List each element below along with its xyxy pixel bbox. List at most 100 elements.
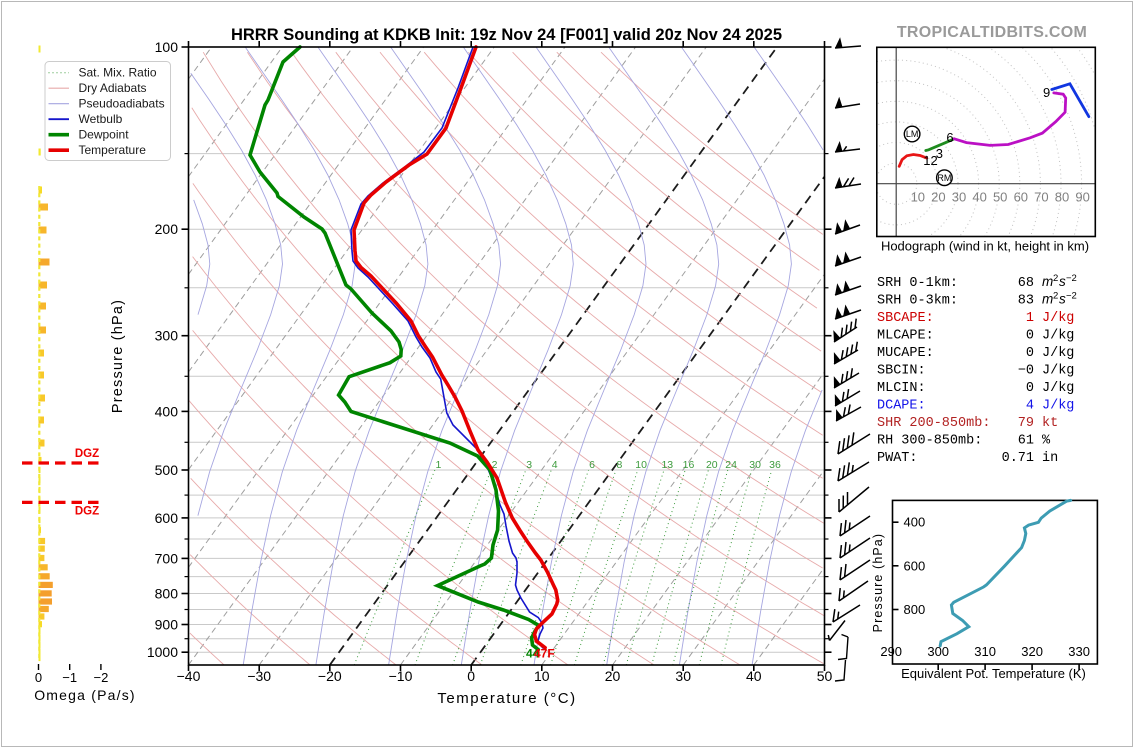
svg-text:2: 2 bbox=[492, 459, 498, 471]
svg-text:900: 900 bbox=[155, 617, 179, 633]
svg-text:61: 61 bbox=[1018, 434, 1034, 449]
svg-text:PWAT:: PWAT: bbox=[877, 451, 918, 466]
svg-text:J/kg: J/kg bbox=[1042, 399, 1074, 414]
svg-text:Wetbulb: Wetbulb bbox=[79, 112, 123, 126]
svg-text:16: 16 bbox=[683, 459, 695, 471]
svg-text:80: 80 bbox=[1055, 190, 1069, 205]
svg-text:TROPICALTIDBITS.COM: TROPICALTIDBITS.COM bbox=[897, 24, 1087, 41]
svg-text:Temperature: Temperature bbox=[79, 143, 147, 157]
svg-text:1: 1 bbox=[1026, 311, 1034, 326]
svg-text:40: 40 bbox=[746, 668, 762, 684]
svg-text:400: 400 bbox=[155, 403, 179, 419]
svg-text:−2: −2 bbox=[1066, 291, 1077, 302]
svg-text:6: 6 bbox=[589, 459, 595, 471]
svg-text:44: 44 bbox=[526, 647, 540, 661]
svg-text:m: m bbox=[1042, 274, 1053, 289]
svg-text:Dewpoint: Dewpoint bbox=[79, 128, 130, 142]
svg-text:HRRR Sounding at KDKB Init: 19: HRRR Sounding at KDKB Init: 19z Nov 24 [… bbox=[231, 26, 782, 44]
svg-text:Pressure (hPa): Pressure (hPa) bbox=[871, 533, 885, 632]
svg-text:47F: 47F bbox=[534, 647, 555, 661]
svg-text:RM: RM bbox=[937, 173, 951, 183]
svg-text:50: 50 bbox=[817, 668, 833, 684]
svg-text:8: 8 bbox=[616, 459, 622, 471]
svg-text:Sat. Mix. Ratio: Sat. Mix. Ratio bbox=[79, 66, 157, 80]
svg-text:3: 3 bbox=[936, 146, 943, 161]
svg-text:2: 2 bbox=[1053, 273, 1058, 284]
svg-text:200: 200 bbox=[155, 221, 179, 237]
svg-text:Dry Adiabats: Dry Adiabats bbox=[79, 81, 147, 95]
svg-text:700: 700 bbox=[155, 550, 179, 566]
svg-text:20: 20 bbox=[605, 668, 621, 684]
svg-text:SRH 0-3km:: SRH 0-3km: bbox=[877, 294, 958, 309]
svg-text:36: 36 bbox=[769, 459, 781, 471]
svg-text:Pressure (hPa): Pressure (hPa) bbox=[110, 299, 126, 413]
svg-text:DGZ: DGZ bbox=[75, 448, 99, 460]
svg-text:kt: kt bbox=[1042, 416, 1058, 431]
svg-text:68: 68 bbox=[1018, 276, 1034, 291]
svg-text:0: 0 bbox=[35, 670, 42, 685]
svg-text:3: 3 bbox=[526, 459, 532, 471]
svg-text:310: 310 bbox=[974, 644, 996, 659]
svg-text:50: 50 bbox=[993, 190, 1007, 205]
svg-text:600: 600 bbox=[155, 510, 179, 526]
svg-text:Temperature (°C): Temperature (°C) bbox=[437, 690, 576, 707]
svg-text:600: 600 bbox=[904, 558, 926, 573]
svg-text:LM: LM bbox=[906, 129, 919, 139]
svg-text:−2: −2 bbox=[93, 670, 108, 685]
svg-text:4: 4 bbox=[552, 459, 558, 471]
svg-text:J/kg: J/kg bbox=[1042, 311, 1074, 326]
svg-text:90: 90 bbox=[1075, 190, 1089, 205]
svg-text:300: 300 bbox=[155, 328, 179, 344]
svg-text:12: 12 bbox=[923, 153, 937, 168]
svg-text:24: 24 bbox=[725, 459, 737, 471]
svg-text:in: in bbox=[1042, 451, 1058, 466]
svg-text:Hodograph (wind in kt, height: Hodograph (wind in kt, height in km) bbox=[881, 239, 1089, 254]
svg-text:SHR 200-850mb:: SHR 200-850mb: bbox=[877, 416, 990, 431]
svg-text:−30: −30 bbox=[247, 668, 271, 684]
svg-text:%: % bbox=[1042, 434, 1051, 449]
svg-text:J/kg: J/kg bbox=[1042, 364, 1074, 379]
svg-text:290: 290 bbox=[880, 644, 902, 659]
svg-text:Pseudoadiabats: Pseudoadiabats bbox=[79, 97, 165, 111]
svg-text:13: 13 bbox=[661, 459, 673, 471]
svg-text:0: 0 bbox=[1026, 346, 1034, 361]
svg-text:MUCAPE:: MUCAPE: bbox=[877, 346, 934, 361]
svg-text:−20: −20 bbox=[318, 668, 342, 684]
svg-text:30: 30 bbox=[952, 190, 966, 205]
svg-text:300: 300 bbox=[927, 644, 949, 659]
svg-text:100: 100 bbox=[155, 39, 179, 55]
svg-text:4: 4 bbox=[1026, 399, 1034, 414]
svg-text:330: 330 bbox=[1068, 644, 1090, 659]
svg-text:83: 83 bbox=[1018, 294, 1034, 309]
svg-text:0: 0 bbox=[1026, 381, 1034, 396]
svg-text:0: 0 bbox=[467, 668, 475, 684]
svg-text:J/kg: J/kg bbox=[1042, 381, 1074, 396]
svg-text:s: s bbox=[1059, 274, 1066, 289]
svg-text:800: 800 bbox=[155, 586, 179, 602]
svg-text:10: 10 bbox=[635, 459, 647, 471]
svg-text:0: 0 bbox=[1026, 329, 1034, 344]
svg-text:SBCIN:: SBCIN: bbox=[877, 364, 926, 379]
svg-text:J/kg: J/kg bbox=[1042, 346, 1074, 361]
svg-text:10: 10 bbox=[534, 668, 550, 684]
svg-text:500: 500 bbox=[155, 462, 179, 478]
svg-text:Equivalent Pot. Temperature (K: Equivalent Pot. Temperature (K) bbox=[901, 666, 1086, 681]
svg-text:DGZ: DGZ bbox=[75, 506, 99, 518]
svg-text:0.71: 0.71 bbox=[1002, 451, 1034, 466]
svg-text:RH 300-850mb:: RH 300-850mb: bbox=[877, 434, 982, 449]
svg-text:79: 79 bbox=[1018, 416, 1034, 431]
svg-text:10: 10 bbox=[911, 190, 925, 205]
svg-text:SBCAPE:: SBCAPE: bbox=[877, 311, 934, 326]
svg-text:−2: −2 bbox=[1066, 273, 1077, 284]
svg-text:−0: −0 bbox=[1018, 364, 1034, 379]
svg-text:s: s bbox=[1059, 292, 1066, 307]
svg-text:400: 400 bbox=[904, 515, 926, 530]
svg-text:J/kg: J/kg bbox=[1042, 329, 1074, 344]
svg-text:40: 40 bbox=[972, 190, 986, 205]
svg-text:6: 6 bbox=[946, 130, 953, 145]
svg-text:9: 9 bbox=[1043, 85, 1050, 100]
svg-text:30: 30 bbox=[749, 459, 761, 471]
svg-text:−40: −40 bbox=[177, 668, 201, 684]
svg-text:20: 20 bbox=[706, 459, 718, 471]
svg-text:−10: −10 bbox=[389, 668, 413, 684]
